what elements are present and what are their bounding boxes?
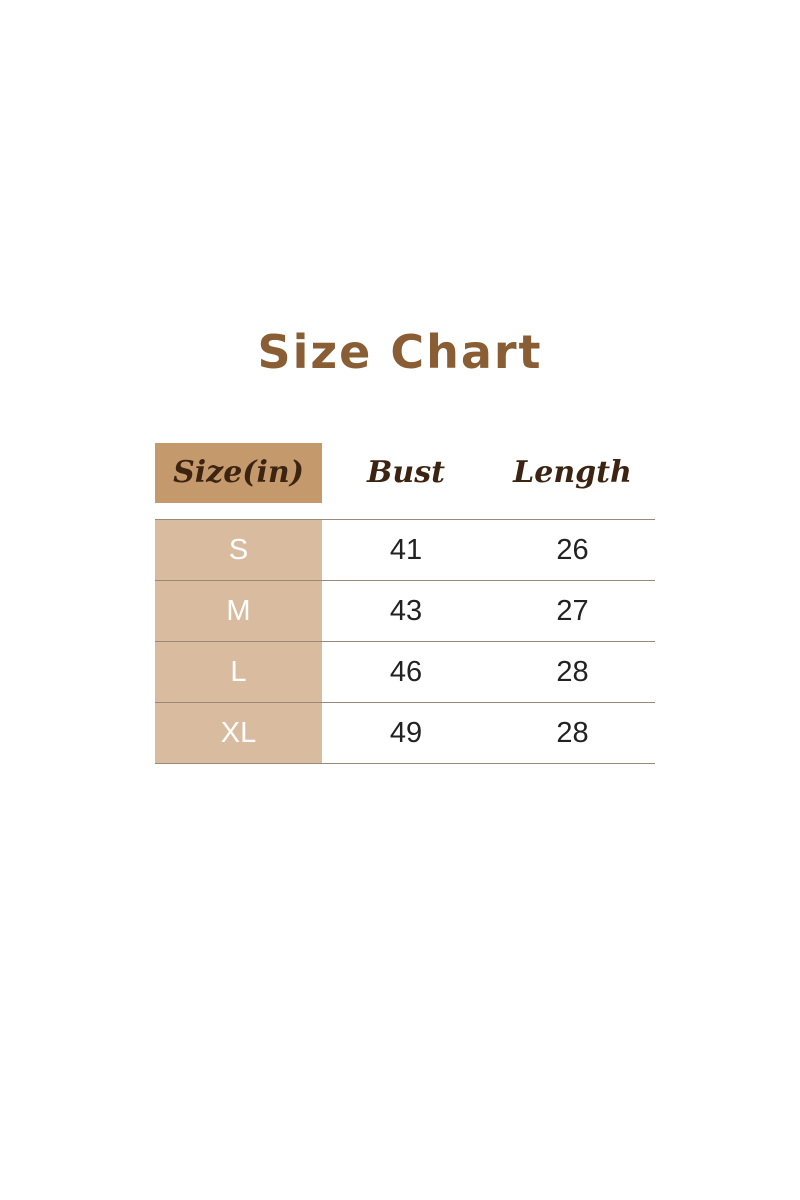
- table-row: S 41 26: [155, 520, 655, 581]
- bust-cell: 41: [389, 534, 423, 566]
- size-cell: XL: [155, 703, 322, 763]
- header-size: Size(in): [155, 443, 322, 503]
- size-cell: S: [155, 520, 322, 580]
- header-length: Length: [513, 455, 632, 490]
- page-title: Size Chart: [257, 325, 543, 379]
- bust-cell: 46: [389, 656, 423, 688]
- length-cell: 28: [556, 717, 589, 749]
- table-row: XL 49 28: [155, 703, 655, 764]
- size-table: S 41 26 M 43 27 L 46 28 XL 49 28: [155, 519, 655, 764]
- length-cell: 27: [556, 595, 589, 627]
- size-cell: M: [155, 581, 322, 641]
- size-cell: L: [155, 642, 322, 702]
- length-cell: 26: [556, 534, 589, 566]
- bust-cell: 49: [389, 717, 423, 749]
- header-bust: Bust: [367, 455, 445, 490]
- bust-cell: 43: [389, 595, 423, 627]
- table-row: M 43 27: [155, 581, 655, 642]
- table-row: L 46 28: [155, 642, 655, 703]
- length-cell: 28: [556, 656, 589, 688]
